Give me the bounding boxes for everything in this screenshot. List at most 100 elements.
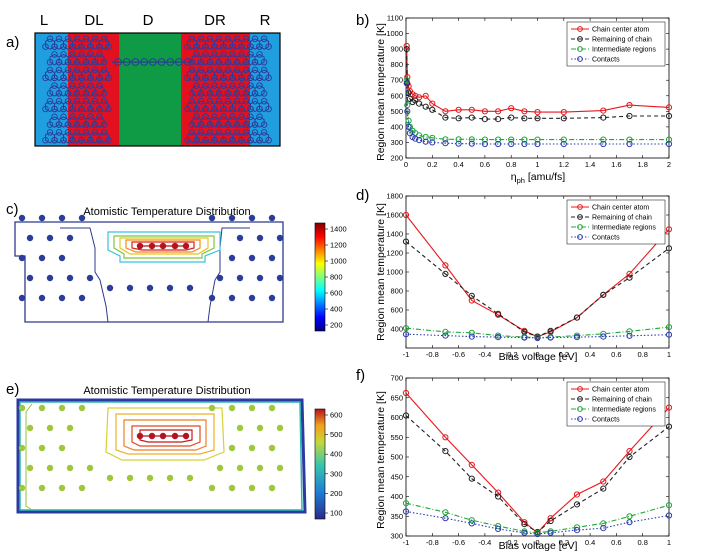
atom	[220, 43, 227, 50]
data-point	[468, 517, 475, 524]
colorbar-tick-label: 300	[330, 469, 343, 478]
atom	[242, 97, 250, 105]
legend-label: Contacts	[592, 417, 620, 424]
data-point	[600, 478, 607, 485]
region-label-d: D	[143, 12, 154, 29]
map-atom	[228, 444, 236, 452]
atom	[247, 43, 254, 50]
y-tick-label: 1000	[386, 268, 403, 277]
atom	[193, 105, 200, 113]
atom	[193, 74, 200, 82]
atom	[60, 113, 67, 121]
data-point	[403, 42, 410, 50]
x-tick-label: -0.6	[452, 538, 465, 547]
atom	[96, 136, 103, 144]
legend-label: Chain center atom	[592, 387, 649, 394]
atom	[229, 43, 236, 50]
x-tick-label: 0.4	[585, 538, 595, 547]
map-atom	[216, 274, 224, 282]
map-e-contour-left	[25, 403, 33, 511]
atom	[42, 136, 49, 144]
atom	[51, 136, 58, 144]
data-point	[495, 489, 502, 496]
y-tick-label: 800	[390, 60, 403, 69]
data-point	[481, 140, 488, 148]
panel-e-temperature-map: Atomistic Temperature Distribution 600 50…	[16, 385, 343, 520]
map-atom	[256, 274, 264, 282]
data-point	[402, 500, 410, 507]
atom	[105, 105, 112, 113]
data-point	[534, 530, 541, 538]
atom	[51, 113, 58, 121]
data-point	[665, 423, 673, 430]
atom	[265, 43, 272, 50]
atom	[55, 129, 63, 136]
y-tick-label: 300	[390, 532, 403, 541]
atom	[91, 90, 99, 97]
map-atom	[236, 274, 244, 282]
data-point	[405, 123, 412, 131]
atom	[46, 129, 54, 136]
atom	[211, 43, 218, 50]
data-point	[422, 138, 429, 145]
atom	[184, 136, 191, 144]
map-atom	[78, 214, 86, 222]
data-point	[573, 491, 581, 498]
data-point	[403, 80, 410, 87]
x-tick-label: 0.6	[611, 538, 621, 547]
data-point	[495, 116, 502, 123]
atom	[229, 105, 236, 113]
map-c-contour-1000	[119, 237, 209, 255]
map-atom	[46, 274, 54, 282]
atom	[100, 66, 108, 74]
atom	[233, 97, 241, 105]
chart-f-ylabel: Region mean temperature [K]	[375, 391, 387, 529]
chart-b-xlabel: ηph [amu/fs]	[511, 171, 566, 185]
map-atom	[256, 424, 264, 432]
chain-atom	[136, 432, 144, 440]
map-atom	[46, 234, 54, 242]
atom	[60, 51, 67, 58]
atom	[215, 58, 223, 66]
atom	[64, 90, 72, 97]
hexagon	[254, 116, 265, 128]
map-atom	[248, 484, 256, 492]
atom	[215, 35, 223, 43]
map-atom	[228, 214, 236, 222]
x-tick-label: -0.4	[478, 350, 491, 359]
data-point	[521, 140, 528, 148]
atom	[55, 35, 63, 43]
atom	[100, 90, 108, 97]
map-atom	[208, 294, 216, 302]
map-c-atoms	[18, 214, 284, 302]
atom	[105, 43, 112, 50]
map-atom	[256, 234, 264, 242]
atom	[82, 66, 90, 74]
panel-a-schematic: L DL D DR R	[34, 12, 281, 147]
legend-marker	[577, 36, 583, 42]
map-atom	[186, 474, 194, 482]
atom	[206, 97, 214, 105]
atom	[51, 82, 58, 89]
data-point	[412, 135, 419, 142]
atom	[78, 105, 85, 113]
map-atom	[268, 294, 276, 302]
map-e-atoms	[18, 404, 284, 492]
map-atom	[78, 294, 86, 302]
legend-marker	[577, 204, 583, 210]
data-point	[416, 137, 423, 144]
map-atom	[58, 254, 66, 262]
atom	[42, 74, 49, 82]
data-point	[429, 106, 436, 113]
chain-atom	[114, 58, 122, 66]
atom	[260, 58, 268, 66]
atom	[78, 43, 85, 50]
atom	[64, 66, 72, 74]
data-point	[442, 328, 449, 335]
panel-label-c: c)	[6, 201, 19, 218]
data-point	[600, 136, 607, 143]
atom	[193, 136, 200, 144]
data-point	[442, 140, 449, 147]
y-tick-label: 650	[390, 393, 403, 402]
atom	[184, 43, 191, 50]
